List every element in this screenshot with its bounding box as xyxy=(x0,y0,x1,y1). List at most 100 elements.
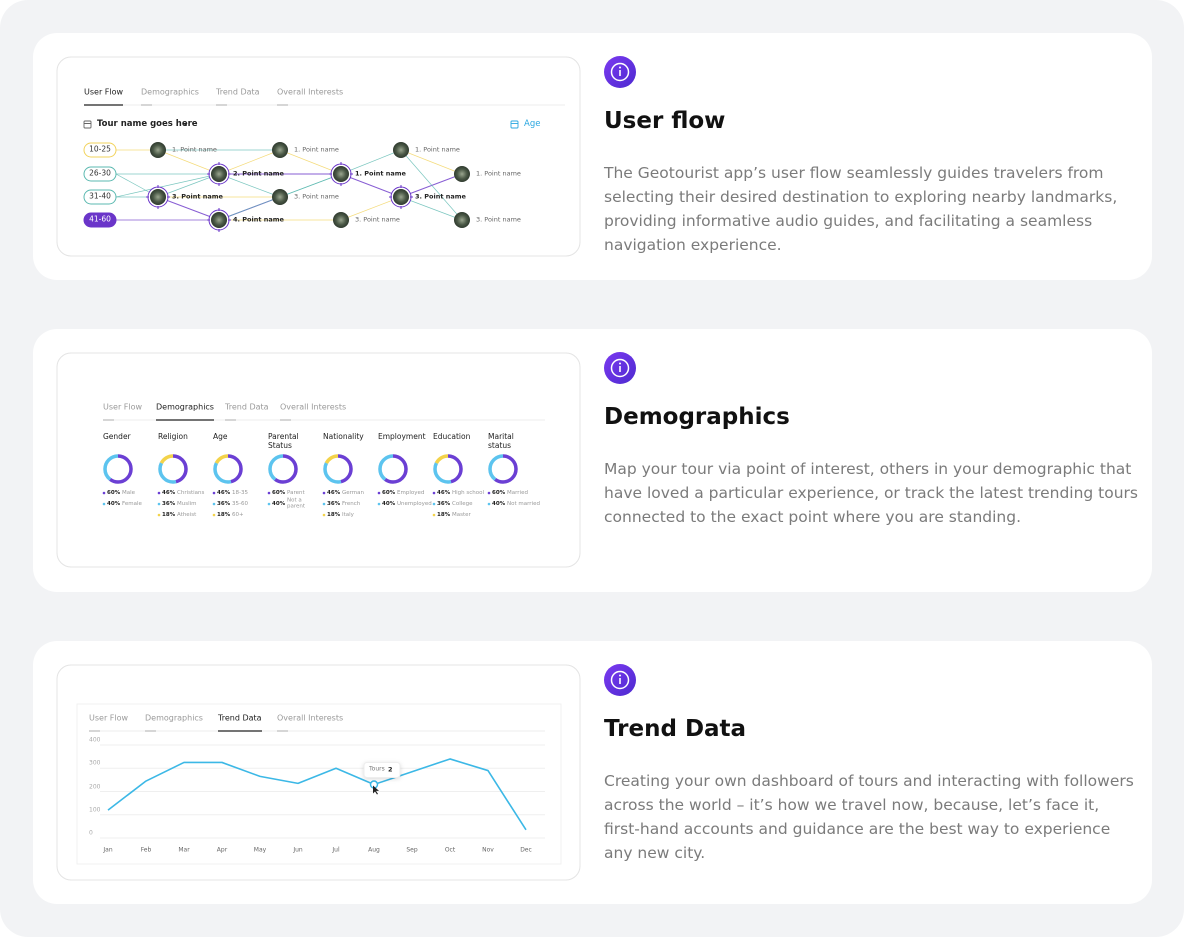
y-tick-label: 400 xyxy=(89,736,101,744)
x-tick-label: Feb xyxy=(140,846,152,854)
x-tick-label: Nov xyxy=(482,846,494,854)
legend-pct: 46% xyxy=(437,489,451,496)
node-photo xyxy=(272,189,288,205)
node-label: 2. Point name xyxy=(233,169,284,178)
cursor xyxy=(373,785,379,795)
flow-edge xyxy=(157,173,220,198)
legend-pct: 46% xyxy=(217,489,231,496)
calendar-icon xyxy=(510,120,519,129)
legend-pct: 36% xyxy=(162,500,176,507)
chart-panel xyxy=(76,703,562,865)
filter[interactable]: Age xyxy=(524,119,541,130)
tab[interactable]: Trend Data xyxy=(225,402,269,412)
legend-pct: 18% xyxy=(162,511,176,518)
x-tick-label: Jul xyxy=(332,846,340,854)
caret xyxy=(184,124,187,126)
info-icon xyxy=(604,56,636,88)
age-pill-label[interactable]: 10-25 xyxy=(89,144,111,154)
node-label: 3. Point name xyxy=(294,192,339,201)
tooltip-value: 2 xyxy=(388,765,393,774)
group-title: Employment xyxy=(378,432,426,441)
group-title: Religion xyxy=(158,432,188,441)
legend-name: Female xyxy=(122,500,142,507)
legend-name: Unemployed xyxy=(397,500,432,507)
info-icon xyxy=(604,352,636,384)
legend-pct: 40% xyxy=(382,500,396,507)
tour-name[interactable]: Tour name goes here xyxy=(97,119,198,130)
x-tick-label: Oct xyxy=(444,846,456,854)
legend-pct: 40% xyxy=(272,500,286,507)
info-icon xyxy=(604,664,636,696)
donut-segment xyxy=(433,454,463,484)
node-label: 1. Point name xyxy=(415,145,460,154)
node-photo xyxy=(393,142,409,158)
donut-segment xyxy=(158,454,188,484)
y-tick-label: 200 xyxy=(89,783,101,791)
donut-segment xyxy=(213,454,243,484)
description: Map your tour via point of interest, oth… xyxy=(604,460,1139,526)
legend-dot xyxy=(212,491,216,495)
legend-pct: 60% xyxy=(492,489,506,496)
legend-pct: 60% xyxy=(272,489,286,496)
y-tick-label: 300 xyxy=(89,759,101,767)
legend-pct: 60% xyxy=(107,489,121,496)
donut-segment xyxy=(433,454,463,484)
legend-name: Master xyxy=(452,511,471,518)
legend-name: Italy xyxy=(342,511,354,518)
legend-dot xyxy=(102,491,106,495)
tab[interactable]: Demographics xyxy=(156,402,214,412)
heading: User flow xyxy=(604,108,726,134)
legend-dot xyxy=(267,491,271,495)
trend-line xyxy=(107,758,527,831)
y-tick-label: 100 xyxy=(89,806,101,814)
node-label: 4. Point name xyxy=(233,215,284,224)
group-title: Parental Status xyxy=(268,432,299,450)
x-tick-label: Mar xyxy=(178,846,190,854)
legend-dot xyxy=(432,513,436,517)
tab[interactable]: User Flow xyxy=(84,87,124,97)
age-pill-label[interactable]: 41-60 xyxy=(89,214,111,224)
age-pill-label[interactable]: 26-30 xyxy=(89,168,111,178)
y-tick-label: 0 xyxy=(89,829,93,837)
node-photo xyxy=(454,166,470,182)
tab[interactable]: Demographics xyxy=(141,87,199,97)
node-label: 1. Point name xyxy=(294,145,339,154)
flow-edge xyxy=(400,196,463,221)
legend-name: Male xyxy=(122,489,136,496)
description: Creating your own dashboard of tours and… xyxy=(604,772,1134,862)
legend-pct: 36% xyxy=(217,500,231,507)
age-pill-label[interactable]: 31-40 xyxy=(89,191,111,201)
legend-name: High school xyxy=(452,489,485,496)
tab[interactable]: User Flow xyxy=(103,402,143,412)
legend-name: 18-35 xyxy=(232,489,248,496)
node-photo xyxy=(333,212,349,228)
tab[interactable]: Overall Interests xyxy=(277,87,344,97)
tab[interactable]: Overall Interests xyxy=(277,713,344,723)
flow-edge xyxy=(218,173,281,198)
node-photo xyxy=(454,212,470,228)
legend-pct: 46% xyxy=(327,489,341,496)
node-photo xyxy=(333,166,349,182)
flow-edge xyxy=(400,149,463,175)
tab[interactable]: User Flow xyxy=(89,713,129,723)
legend-dot xyxy=(432,502,436,506)
x-tick-label: Apr xyxy=(216,846,228,854)
legend-pct: 18% xyxy=(217,511,231,518)
tab[interactable]: Overall Interests xyxy=(280,402,347,412)
tab[interactable]: Trend Data xyxy=(216,87,260,97)
legend-pct: 18% xyxy=(327,511,341,518)
node-photo xyxy=(150,189,166,205)
heading: Trend Data xyxy=(604,716,747,742)
legend-dot xyxy=(487,491,491,495)
legend-name: German xyxy=(342,489,365,496)
node-photo xyxy=(272,142,288,158)
legend-name: Not a parent xyxy=(287,497,306,510)
flow-edge xyxy=(279,173,342,198)
tab[interactable]: Trend Data xyxy=(218,713,262,723)
donut-segment xyxy=(268,454,298,484)
tooltip xyxy=(363,762,401,779)
tab[interactable]: Demographics xyxy=(145,713,203,723)
node-label: 1. Point name xyxy=(476,169,521,178)
donut-segment xyxy=(323,454,353,484)
